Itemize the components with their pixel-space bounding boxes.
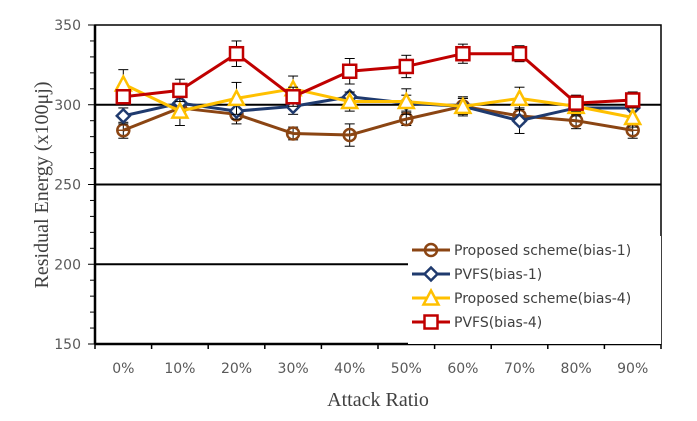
x-tick-label: 60% [447, 361, 478, 377]
legend-box [408, 236, 661, 344]
triangle-marker [623, 107, 643, 126]
circle-marker [285, 126, 301, 141]
y-tick-labels: 150 200 250 300 350 [54, 18, 81, 353]
series-line [123, 52, 633, 105]
series-line [122, 104, 633, 137]
x-tick-labels: 0% 10% 20% 30% 40% 50% 60% 70% 80% 90% [112, 361, 648, 377]
triangle-marker [113, 73, 133, 92]
legend-item: Proposed scheme(bias-1) [412, 242, 631, 259]
legend-label: Proposed scheme(bias-1) [454, 243, 631, 259]
square-marker [624, 92, 641, 108]
square-marker [285, 89, 301, 105]
x-tick-label: 80% [561, 361, 592, 377]
diamond-marker [115, 107, 132, 125]
series-line [122, 95, 633, 123]
legend-label: Proposed scheme(bias-4) [454, 291, 631, 307]
legend-triangle-icon [421, 287, 441, 306]
x-tick-label: 30% [278, 361, 309, 377]
legend-circle-icon [423, 242, 439, 258]
legend-label: PVFS(bias-1) [454, 267, 542, 283]
y-tick-label: 150 [54, 337, 81, 353]
x-tick-label: 0% [112, 361, 134, 377]
legend-diamond-icon [422, 265, 440, 283]
series-3 [115, 40, 641, 112]
triangle-marker [170, 100, 190, 119]
square-marker [398, 58, 415, 75]
x-tick-label: 10% [164, 361, 195, 377]
square-marker [228, 45, 245, 62]
square-marker [115, 89, 132, 105]
legend: Proposed scheme(bias-1) PVFS(bias-1) Propo… [408, 236, 661, 344]
y-tick-label: 350 [54, 18, 81, 34]
x-tick-label: 40% [334, 361, 365, 377]
legend-label: PVFS(bias-4) [454, 315, 542, 331]
triangle-marker [340, 91, 360, 110]
series-layer [113, 40, 643, 147]
square-marker [172, 82, 188, 99]
x-tick-label: 70% [504, 361, 535, 377]
legend-item: PVFS(bias-4) [412, 314, 542, 331]
series-line [122, 82, 633, 119]
square-marker [511, 45, 528, 62]
x-axis-title: Attack Ratio [327, 389, 429, 411]
square-marker [455, 45, 471, 62]
y-tick-label: 300 [54, 98, 81, 114]
triangle-marker [509, 88, 530, 107]
legend-square-icon [423, 314, 439, 330]
square-marker [341, 63, 358, 80]
triangle-marker [453, 96, 473, 115]
diamond-marker [511, 112, 528, 129]
square-marker [568, 95, 584, 111]
x-tick-label: 20% [221, 361, 252, 377]
x-tick-label: 50% [391, 361, 422, 377]
x-tick-label: 90% [617, 361, 648, 377]
y-axis-title: Residual Energy (x100μj) [31, 82, 53, 289]
y-tick-label: 200 [54, 257, 81, 273]
y-tick-label: 250 [54, 178, 81, 194]
triangle-marker [226, 88, 247, 107]
circle-marker [342, 127, 357, 143]
legend-item: Proposed scheme(bias-4) [412, 287, 631, 307]
triangle-marker [396, 91, 416, 110]
legend-item: PVFS(bias-1) [412, 265, 542, 283]
